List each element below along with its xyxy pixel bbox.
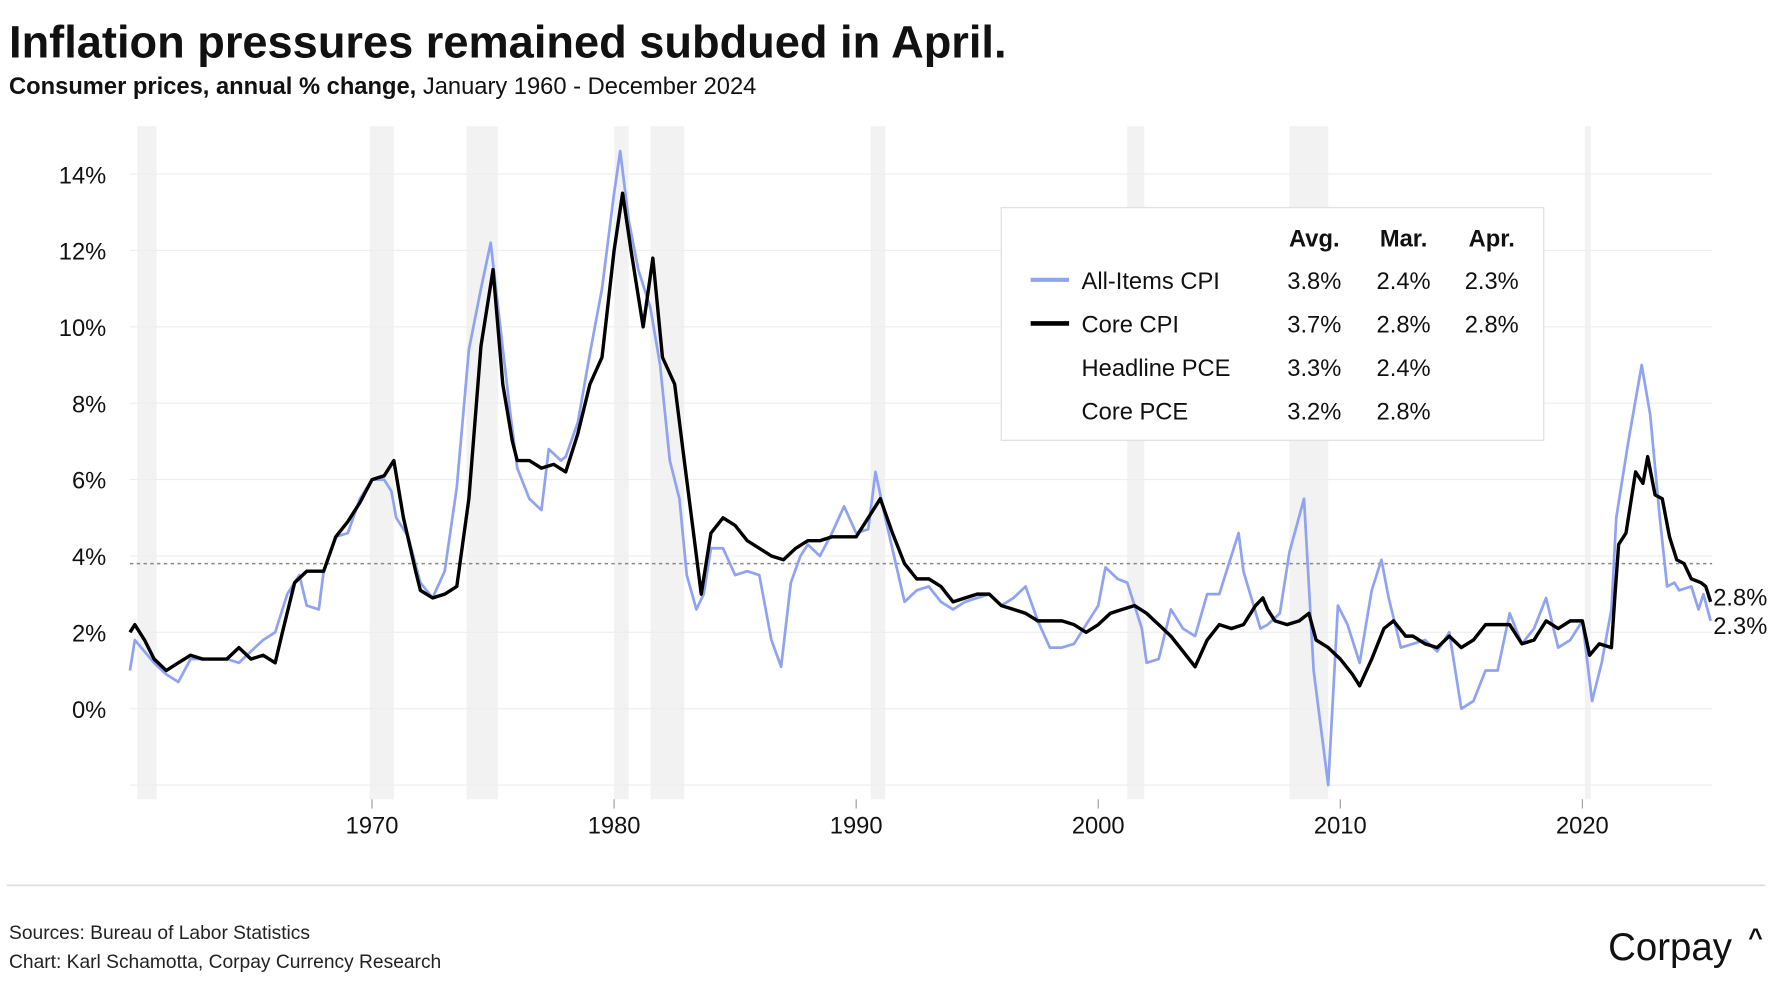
legend-label: Core CPI	[1082, 311, 1180, 338]
legend-mar: 2.4%	[1377, 355, 1431, 382]
legend-header-avg: Avg.	[1289, 225, 1340, 252]
subtitle-range: January 1960 - December 2024	[416, 73, 756, 100]
legend-label: Core PCE	[1082, 399, 1189, 426]
x-tick-label: 1990	[830, 813, 883, 840]
corpay-logo: Corpay	[1608, 926, 1732, 969]
legend-mar: 2.4%	[1377, 268, 1431, 295]
legend-label: Headline PCE	[1082, 355, 1231, 382]
legend-label: All-Items CPI	[1082, 268, 1220, 295]
corpay-logo-mark: ^	[1748, 924, 1763, 952]
core-cpi-line	[128, 191, 1713, 688]
x-axis: 1970 1980 1990 2000 2010 2020	[346, 799, 1609, 840]
legend-header-mar: Mar.	[1380, 225, 1427, 252]
legend-mar: 2.8%	[1377, 311, 1431, 338]
y-axis: 0% 2% 4% 6% 8% 10% 12% 14%	[59, 162, 106, 724]
chart-credit: Chart: Karl Schamotta, Corpay Currency R…	[9, 951, 441, 973]
legend-apr: 2.8%	[1465, 311, 1519, 338]
legend-avg: 3.7%	[1287, 311, 1341, 338]
x-tick-label: 2010	[1314, 813, 1367, 840]
legend-apr: 2.3%	[1465, 268, 1519, 295]
recession-band	[870, 126, 886, 800]
y-tick-label: 2%	[72, 620, 106, 647]
y-tick-label: 10%	[59, 315, 106, 342]
chart-subtitle: Consumer prices, annual % change, Januar…	[9, 73, 756, 100]
recession-band	[137, 126, 157, 800]
legend-avg: 3.2%	[1287, 399, 1341, 426]
cpi-end-label: 2.3%	[1713, 613, 1767, 640]
sources-note: Sources: Bureau of Labor Statistics	[9, 922, 310, 944]
chart-title: Inflation pressures remained subdued in …	[9, 16, 1007, 67]
legend-mar: 2.8%	[1377, 399, 1431, 426]
recession-band	[614, 126, 629, 800]
legend-avg: 3.3%	[1287, 355, 1341, 382]
series-lines	[128, 149, 1713, 787]
y-tick-label: 0%	[72, 697, 106, 724]
legend-header-apr: Apr.	[1469, 225, 1515, 252]
end-labels: 2.3%2.8%	[1713, 584, 1767, 640]
recession-band	[1584, 126, 1591, 800]
x-tick-label: 2000	[1072, 813, 1125, 840]
y-tick-label: 14%	[59, 162, 106, 189]
recession-band	[650, 126, 685, 800]
legend: Avg. Mar. Apr. All-Items CPI 3.8% 2.4% 2.3%…	[1000, 206, 1545, 442]
x-tick-label: 2020	[1556, 813, 1609, 840]
recession-band	[369, 126, 394, 800]
core-cpi-end-label: 2.8%	[1713, 584, 1767, 611]
subtitle-bold: Consumer prices, annual % change,	[9, 73, 416, 100]
y-tick-label: 4%	[72, 544, 106, 571]
y-tick-label: 12%	[59, 238, 106, 265]
y-tick-label: 6%	[72, 468, 106, 495]
y-tick-label: 8%	[72, 391, 106, 418]
x-tick-label: 1980	[588, 813, 641, 840]
legend-avg: 3.8%	[1287, 268, 1341, 295]
x-tick-label: 1970	[346, 813, 399, 840]
legend-box	[1000, 206, 1545, 442]
